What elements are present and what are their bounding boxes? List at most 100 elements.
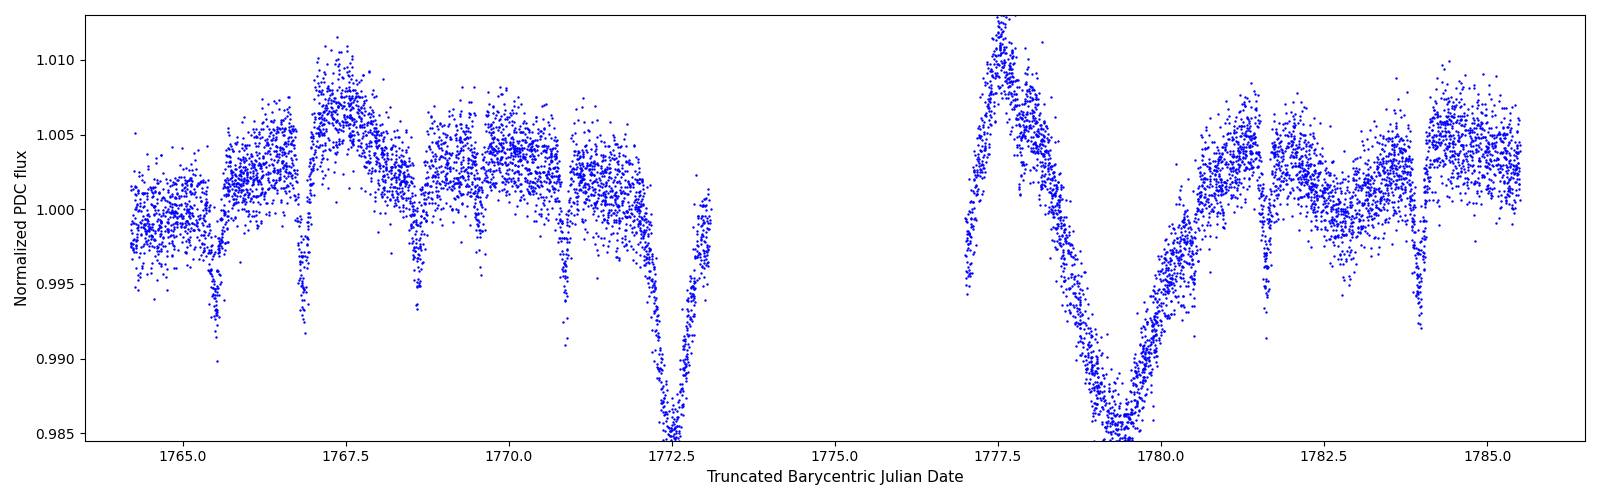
Point [637,267,662,275]
Point [336,94,362,102]
Point [394,146,419,154]
Point [1226,122,1251,130]
Point [1290,152,1315,160]
Point [1027,88,1053,96]
Point [1248,190,1274,198]
Point [336,86,362,94]
Point [214,184,240,192]
Point [1214,115,1240,123]
Point [274,142,299,150]
Point [1158,256,1184,264]
Point [1024,69,1050,77]
Point [613,152,638,160]
Point [574,148,600,156]
Point [1224,138,1250,145]
Point [488,140,514,147]
Point [1347,222,1373,230]
Point [998,47,1024,55]
Point [1318,262,1344,270]
Point [1091,382,1117,390]
Point [1453,168,1478,176]
Point [235,191,261,199]
Point [274,189,299,197]
Point [1350,216,1376,224]
Point [1178,290,1203,298]
Point [517,190,542,198]
Point [578,162,603,170]
Point [363,127,389,135]
Point [1051,254,1077,262]
Point [1400,288,1426,296]
Point [976,107,1002,115]
Point [368,120,394,128]
Point [323,56,349,64]
Point [486,116,512,124]
Point [402,210,427,218]
Point [1256,216,1282,224]
Point [1445,182,1470,190]
Point [307,78,333,86]
Point [1214,148,1240,156]
Point [346,92,371,100]
Point [459,180,485,188]
Point [1168,182,1194,190]
Point [427,136,453,144]
Point [1288,152,1314,160]
Point [979,81,1005,89]
Point [634,204,659,212]
Point [512,144,538,152]
Point [275,168,301,176]
Point [290,310,315,318]
Point [296,180,322,188]
Point [1445,150,1470,158]
Point [1461,128,1486,136]
Point [523,168,549,175]
Point [682,277,707,285]
Point [355,142,381,150]
Point [637,181,662,189]
Point [219,146,245,154]
Point [1104,464,1130,472]
Point [1208,187,1234,195]
Point [237,190,262,198]
Point [363,154,389,162]
Point [266,156,291,164]
Point [232,142,258,150]
Point [290,277,315,285]
Point [1301,146,1326,154]
Point [1266,160,1291,168]
Point [296,260,322,268]
Point [1181,285,1206,293]
Point [1339,201,1365,209]
Point [1432,128,1458,136]
Point [558,174,584,182]
Point [491,184,517,192]
Point [1368,130,1394,138]
Point [256,178,282,186]
Point [1261,218,1286,226]
Point [1102,386,1128,394]
Point [1096,399,1122,407]
Point [1128,348,1154,356]
Point [1254,262,1280,270]
Point [310,174,336,182]
Point [1038,254,1064,262]
Point [1469,124,1494,132]
Point [1050,260,1075,268]
Point [1320,219,1346,227]
Point [1048,220,1074,228]
Point [1454,178,1480,186]
Point [493,84,518,92]
Point [536,130,562,138]
Point [1122,396,1147,404]
Point [1155,283,1181,291]
Point [640,348,666,356]
Point [174,178,200,186]
Point [197,266,222,274]
Point [1472,148,1498,156]
Point [1478,190,1504,198]
Point [595,219,621,227]
Point [669,403,694,411]
Point [486,187,512,195]
Point [997,38,1022,46]
